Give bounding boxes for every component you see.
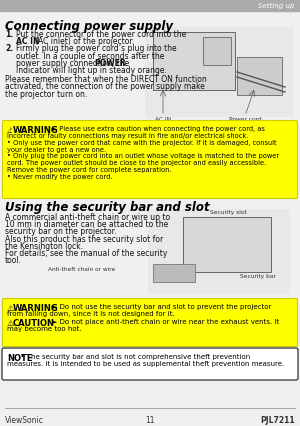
Text: ► Please use extra caution when connecting the power cord, as: ► Please use extra caution when connecti… (52, 126, 265, 132)
Text: Security slot: Security slot (210, 210, 246, 215)
Text: ViewSonic: ViewSonic (5, 416, 44, 425)
Text: AC IN: AC IN (155, 117, 171, 122)
Bar (148, 209, 290, 294)
Text: ► Do not place anti-theft chain or wire near the exhaust vents. It: ► Do not place anti-theft chain or wire … (52, 319, 279, 325)
Text: WARNING: WARNING (13, 304, 59, 313)
Text: NOTE: NOTE (7, 354, 32, 363)
Text: 10 mm in diameter can be attached to the: 10 mm in diameter can be attached to the (5, 220, 168, 229)
Text: ⚠: ⚠ (7, 304, 14, 313)
Bar (145, 27, 293, 117)
Text: (AC inlet) of the projector.: (AC inlet) of the projector. (35, 37, 134, 46)
Text: Power cord: Power cord (229, 117, 261, 122)
Text: Please remember that when the DIRECT ON function: Please remember that when the DIRECT ON … (5, 75, 207, 84)
Text: may become too hot.: may become too hot. (7, 326, 82, 332)
Text: • Never modify the power cord.: • Never modify the power cord. (7, 174, 112, 180)
Text: WARNING: WARNING (13, 126, 59, 135)
Text: Also this product has the security slot for: Also this product has the security slot … (5, 235, 163, 244)
Text: 11: 11 (145, 416, 155, 425)
Text: A commercial anti-theft chain or wire up to: A commercial anti-theft chain or wire up… (5, 213, 170, 222)
Text: 2.: 2. (5, 44, 13, 53)
Text: ► Do not use the security bar and slot to prevent the projector: ► Do not use the security bar and slot t… (52, 304, 272, 310)
Bar (0, 0, 300, 11)
Text: tool.: tool. (5, 256, 22, 265)
Bar (153, 32, 235, 90)
Text: outlet. In a couple of seconds after the: outlet. In a couple of seconds after the (16, 52, 164, 60)
Text: your dealer to get a new one.: your dealer to get a new one. (7, 147, 106, 153)
Text: Setting up: Setting up (259, 3, 295, 9)
Text: CAUTION: CAUTION (13, 319, 55, 328)
Bar (183, 217, 271, 272)
Text: Connecting power supply: Connecting power supply (5, 20, 173, 33)
Text: security bar on the projector.: security bar on the projector. (5, 227, 116, 236)
Text: POWER: POWER (94, 59, 126, 68)
Text: measures. It is intended to be used as supplemental theft prevention measure.: measures. It is intended to be used as s… (7, 361, 284, 367)
Text: • The security bar and slot is not comprehensive theft prevention: • The security bar and slot is not compr… (7, 354, 250, 360)
Text: Firmly plug the power cord’s plug into the: Firmly plug the power cord’s plug into t… (16, 44, 177, 53)
Text: Using the security bar and slot: Using the security bar and slot (5, 201, 210, 214)
FancyBboxPatch shape (2, 121, 298, 199)
Text: ⚠: ⚠ (7, 126, 14, 135)
Bar (153, 264, 195, 282)
Text: AC IN: AC IN (16, 37, 40, 46)
Bar (203, 37, 231, 65)
Text: PJL7211: PJL7211 (260, 416, 295, 425)
FancyBboxPatch shape (2, 348, 298, 380)
Text: indicator will light up in steady orange.: indicator will light up in steady orange… (16, 66, 167, 75)
Text: • Only plug the power cord into an outlet whose voltage is matched to the power: • Only plug the power cord into an outle… (7, 153, 279, 159)
Text: Security bar: Security bar (240, 274, 276, 279)
Text: activated, the connection of the power supply make: activated, the connection of the power s… (5, 82, 205, 92)
Text: Remove the power cord for complete separation.: Remove the power cord for complete separ… (7, 167, 172, 173)
Text: from falling down, since it is not designed for it.: from falling down, since it is not desig… (7, 311, 175, 317)
Text: the Kensington lock.: the Kensington lock. (5, 242, 83, 251)
Text: power supply connection, the: power supply connection, the (16, 59, 132, 68)
Text: For details, see the manual of the security: For details, see the manual of the secur… (5, 249, 167, 258)
Text: ⚠: ⚠ (7, 319, 14, 328)
Text: incorrect or faulty connections may result in fire and/or electrical shock.: incorrect or faulty connections may resu… (7, 133, 248, 139)
Text: Put the connector of the power cord into the: Put the connector of the power cord into… (16, 30, 186, 39)
Bar (237, 57, 282, 95)
Text: • Only use the power cord that came with the projector. If it is damaged, consul: • Only use the power cord that came with… (7, 140, 277, 146)
FancyBboxPatch shape (2, 299, 298, 346)
Text: cord. The power outlet should be close to the projector and easily accessible.: cord. The power outlet should be close t… (7, 160, 266, 166)
Text: the projector turn on.: the projector turn on. (5, 89, 87, 98)
Text: 1.: 1. (5, 30, 13, 39)
Text: Anti-theft chain or wire: Anti-theft chain or wire (48, 268, 116, 272)
